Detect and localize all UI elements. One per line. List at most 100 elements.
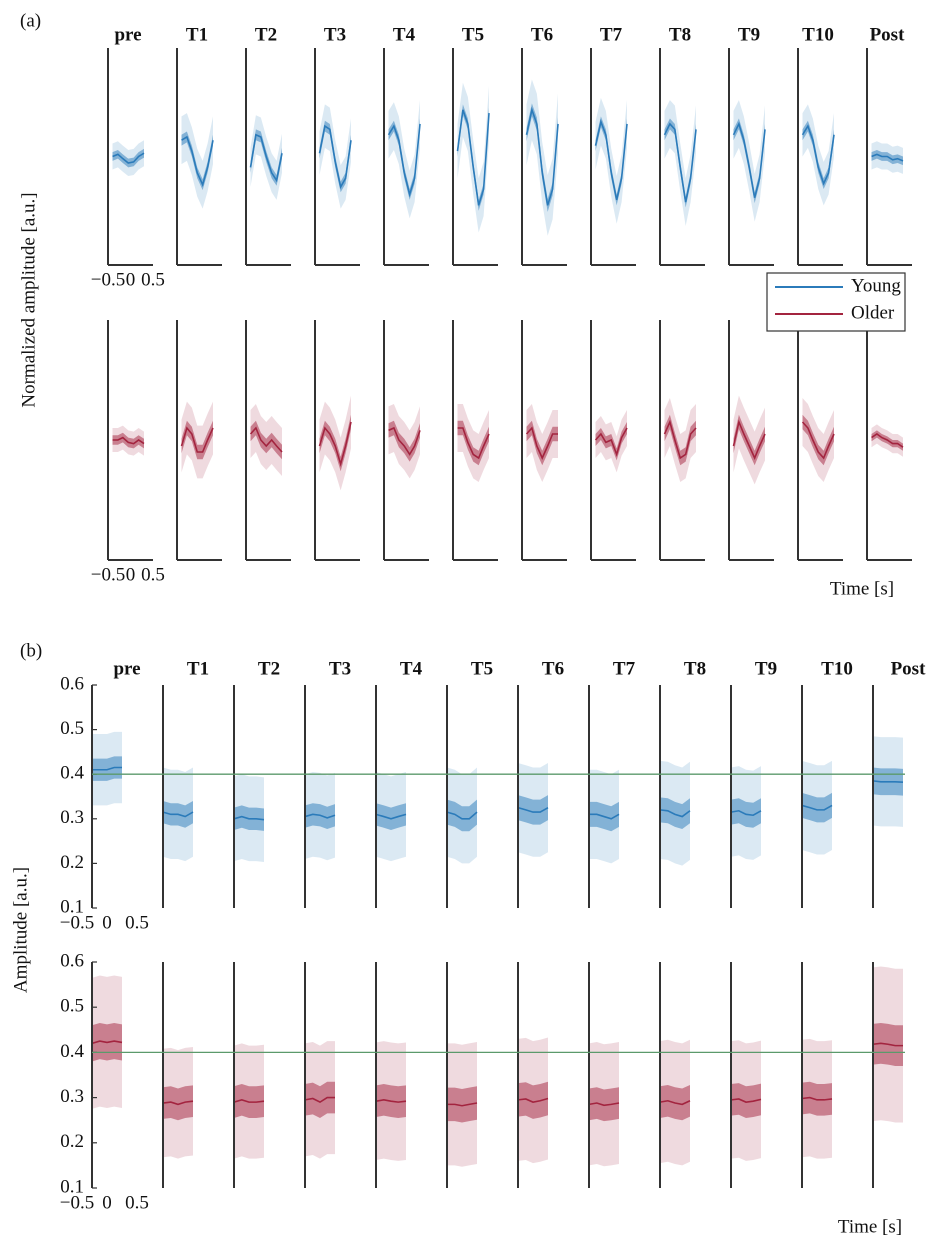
sem-band [376, 803, 406, 830]
sem-band [664, 414, 696, 466]
sd-band [112, 140, 144, 177]
subplot-title: T3 [324, 24, 346, 45]
mean-line [91, 1040, 123, 1045]
sem-band [731, 1083, 761, 1118]
legend-label: Young [851, 275, 901, 296]
mean-line [663, 419, 697, 460]
mean-line [233, 1099, 265, 1103]
x-tick-label: 0 [126, 564, 136, 585]
subplot-title: T4 [393, 24, 416, 45]
sd-band [457, 404, 489, 482]
sd-band [733, 100, 765, 222]
mean-line [387, 123, 421, 198]
mean-line [801, 421, 835, 460]
mean-line [659, 1099, 691, 1106]
y-tick-label: 0.4 [60, 763, 84, 784]
mean-line [525, 106, 559, 206]
sem-band [526, 103, 558, 212]
x-tick-label: 0.5 [125, 912, 149, 933]
sem-band [447, 799, 477, 832]
sem-band [92, 756, 122, 781]
subplot-title: pre [113, 658, 140, 679]
subplot-title: T1 [187, 658, 209, 679]
sem-band [163, 1085, 193, 1121]
y-tick-label: 0.4 [60, 1041, 84, 1062]
subplot-title: T7 [613, 658, 636, 679]
mean-line [457, 427, 490, 460]
panel-label: (b) [20, 640, 42, 661]
y-tick-label: 0.3 [60, 1086, 84, 1107]
mean-line [872, 780, 904, 784]
subplot-title: T6 [542, 658, 564, 679]
sem-band [731, 798, 761, 828]
mean-line [162, 811, 194, 818]
subplot-title: T2 [258, 658, 280, 679]
y-tick-label: 0.1 [60, 1176, 84, 1197]
sem-band [234, 1084, 264, 1118]
mean-line [730, 809, 762, 817]
mean-line [732, 121, 766, 198]
subplot-title: T6 [531, 24, 553, 45]
subplot-title: T4 [400, 658, 423, 679]
x-tick-label: −0.5 [60, 1192, 94, 1213]
sd-band [595, 97, 627, 224]
x-tick-label: 0.5 [125, 1192, 149, 1213]
sem-band [457, 420, 489, 466]
panel-label: (a) [20, 10, 41, 31]
mean-line [659, 809, 691, 818]
mean-line [92, 766, 122, 771]
x-tick-label: −0.5 [91, 269, 125, 290]
mean-line [801, 124, 835, 186]
mean-line [318, 124, 352, 190]
x-tick-label: −0.5 [91, 564, 125, 585]
subplot-title: Post [870, 24, 906, 45]
mean-line [456, 109, 490, 206]
sd-band [181, 113, 213, 209]
subplot-title: Post [891, 658, 927, 679]
subplot-title: T8 [669, 24, 691, 45]
y-axis-label: Normalized amplitude [a.u.] [18, 192, 39, 407]
subplot-title: T2 [255, 24, 277, 45]
sem-band [589, 1087, 619, 1122]
sem-band [526, 420, 558, 466]
mean-line [517, 1097, 549, 1103]
mean-line [447, 1102, 478, 1107]
sem-band [319, 120, 351, 193]
subplot-title: T3 [329, 658, 351, 679]
legend-label: Older [851, 302, 895, 323]
subplot-title: T10 [802, 24, 834, 45]
mean-line [588, 1102, 620, 1107]
mean-line [872, 1042, 903, 1047]
mean-line [233, 815, 265, 821]
sem-band [305, 803, 335, 830]
mean-line [304, 813, 336, 819]
mean-line [801, 804, 833, 811]
subplot-title: T9 [755, 658, 777, 679]
sem-band [388, 118, 420, 200]
mean-line [663, 122, 697, 203]
mean-line [375, 813, 407, 820]
sd-band [664, 398, 696, 482]
x-tick-label: 0 [126, 269, 136, 290]
subplot-title: T5 [471, 658, 493, 679]
subplot-title: T1 [186, 24, 208, 45]
sem-band [518, 795, 548, 825]
mean-line [181, 135, 214, 188]
x-tick-label: 0.5 [141, 564, 165, 585]
mean-line [249, 426, 283, 453]
y-tick-label: 0.6 [60, 950, 84, 971]
y-tick-label: 0.3 [60, 807, 84, 828]
sem-band [447, 1086, 477, 1123]
sd-band [802, 104, 834, 206]
mean-line [304, 1096, 335, 1104]
y-axis-label: Amplitude [a.u.] [10, 867, 31, 993]
subplot-title: T5 [462, 24, 484, 45]
mean-line [871, 153, 904, 162]
mean-line [589, 813, 620, 820]
mean-line [112, 152, 145, 164]
mean-line [446, 811, 478, 820]
sem-band [112, 148, 144, 168]
mean-line [162, 1100, 194, 1106]
mean-line [730, 1098, 762, 1103]
sd-band [526, 79, 558, 236]
